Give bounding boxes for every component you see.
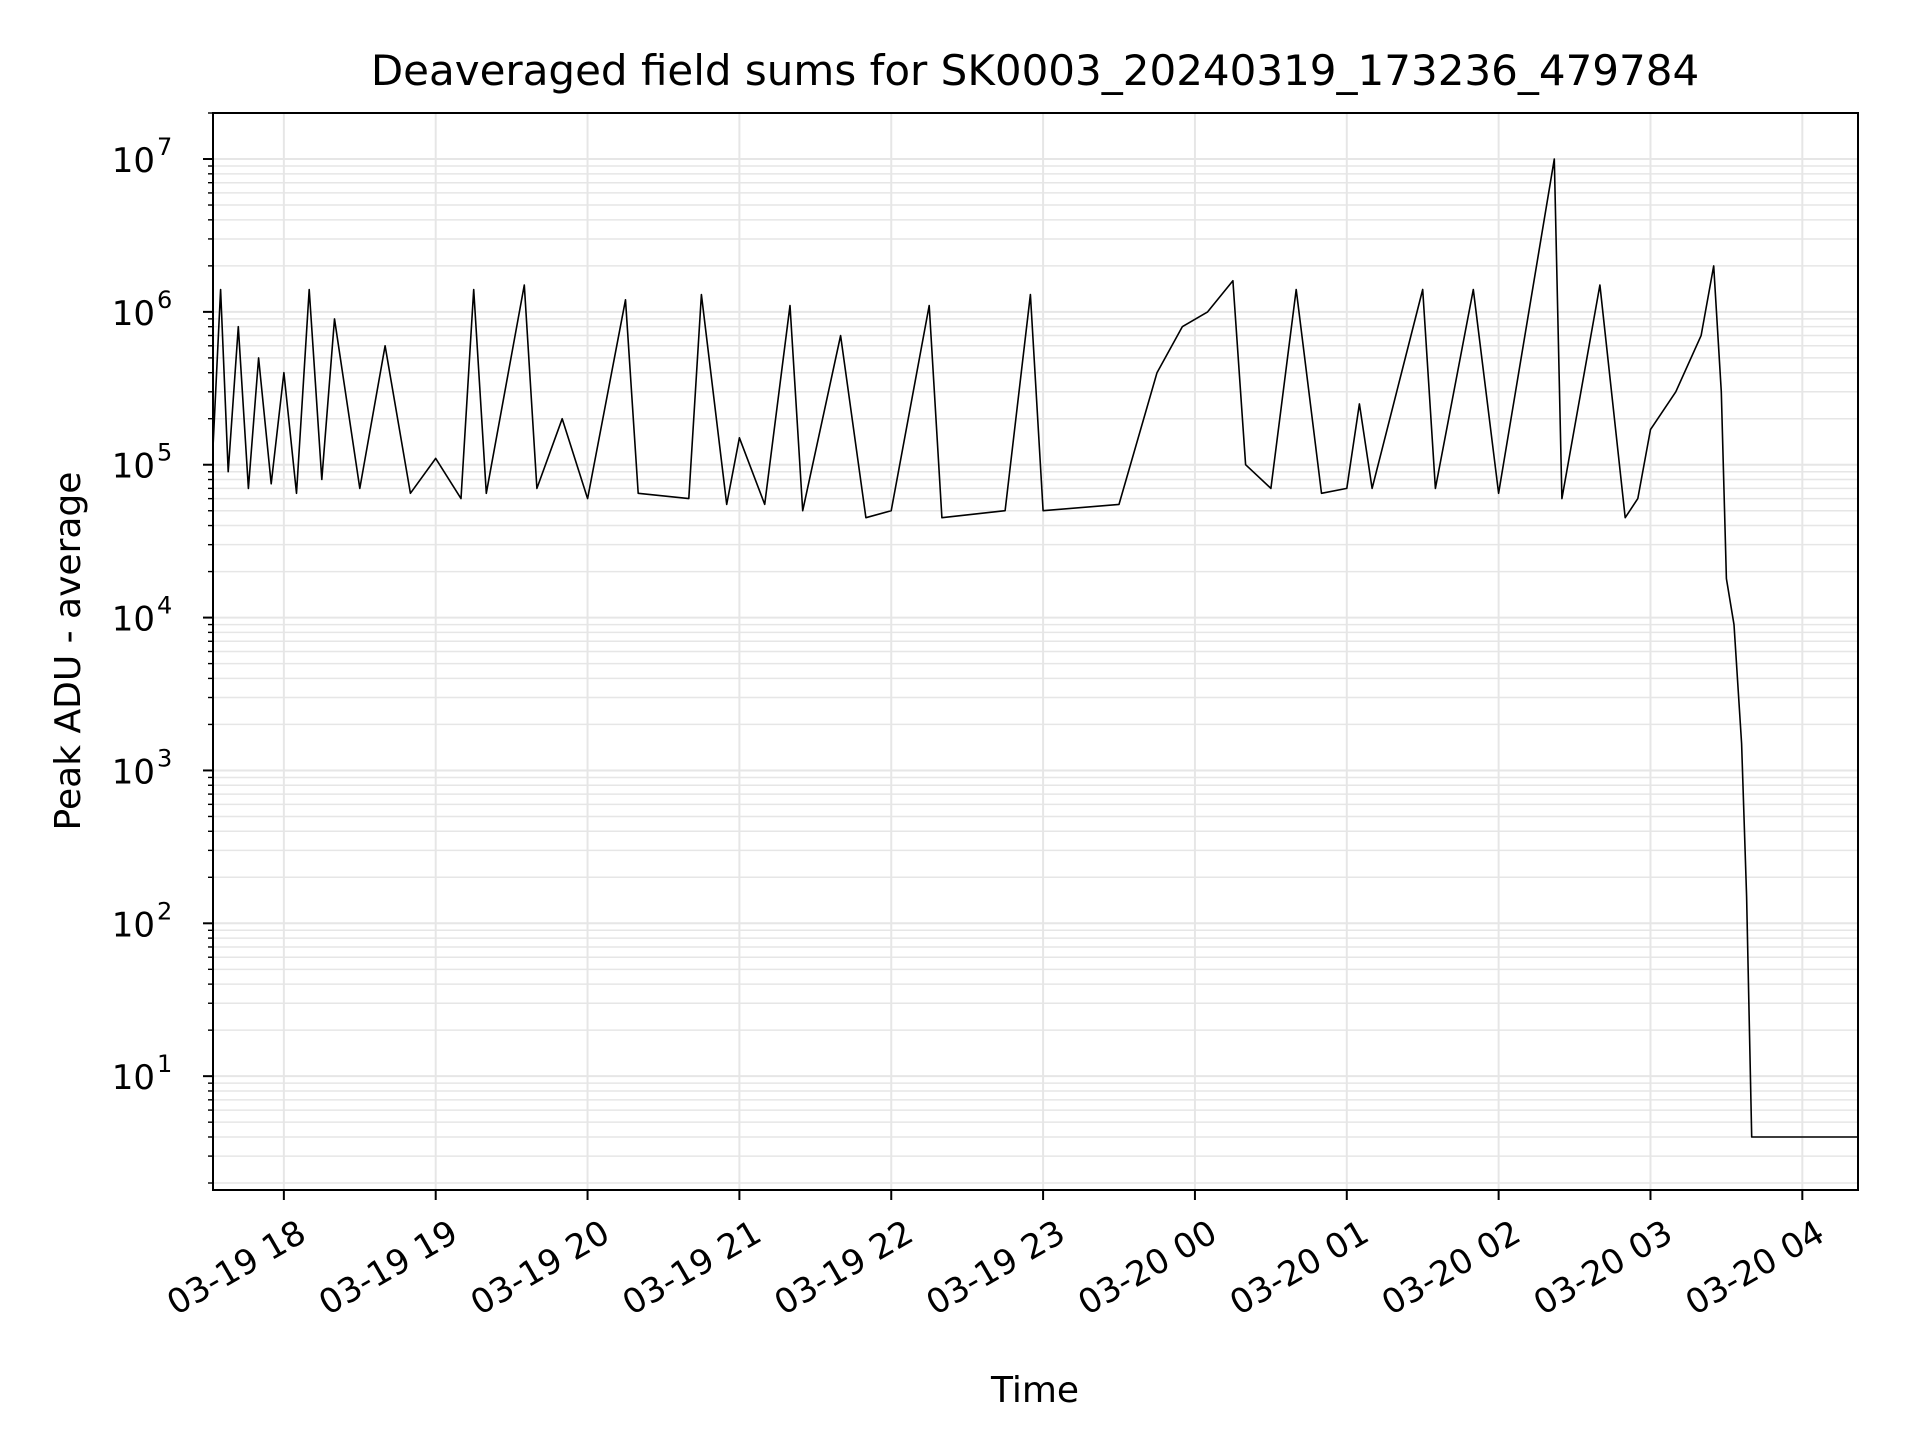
- y-tick-label: 10: [112, 752, 155, 792]
- chart-title: Deaveraged field sums for SK0003_2024031…: [371, 46, 1699, 95]
- y-tick-label: 10: [112, 1058, 155, 1098]
- y-tick-label: 10: [112, 600, 155, 640]
- y-tick-exponent: 7: [157, 133, 172, 161]
- y-tick-exponent: 1: [157, 1050, 172, 1078]
- y-tick-exponent: 3: [157, 744, 172, 772]
- y-tick-label: 10: [112, 447, 155, 487]
- x-axis-label: Time: [990, 1370, 1079, 1411]
- y-tick-exponent: 6: [157, 286, 172, 314]
- y-tick-label: 10: [112, 294, 155, 334]
- grid: [213, 112, 1858, 1190]
- y-tick-exponent: 2: [157, 897, 172, 925]
- y-axis-label: Peak ADU - average: [48, 472, 89, 831]
- y-tick-exponent: 5: [157, 439, 172, 467]
- y-tick-label: 10: [112, 141, 155, 181]
- y-tick-label: 10: [112, 905, 155, 945]
- series-layer: [212, 158, 1858, 1138]
- data-line: [212, 158, 1858, 1138]
- y-tick-exponent: 4: [157, 592, 172, 620]
